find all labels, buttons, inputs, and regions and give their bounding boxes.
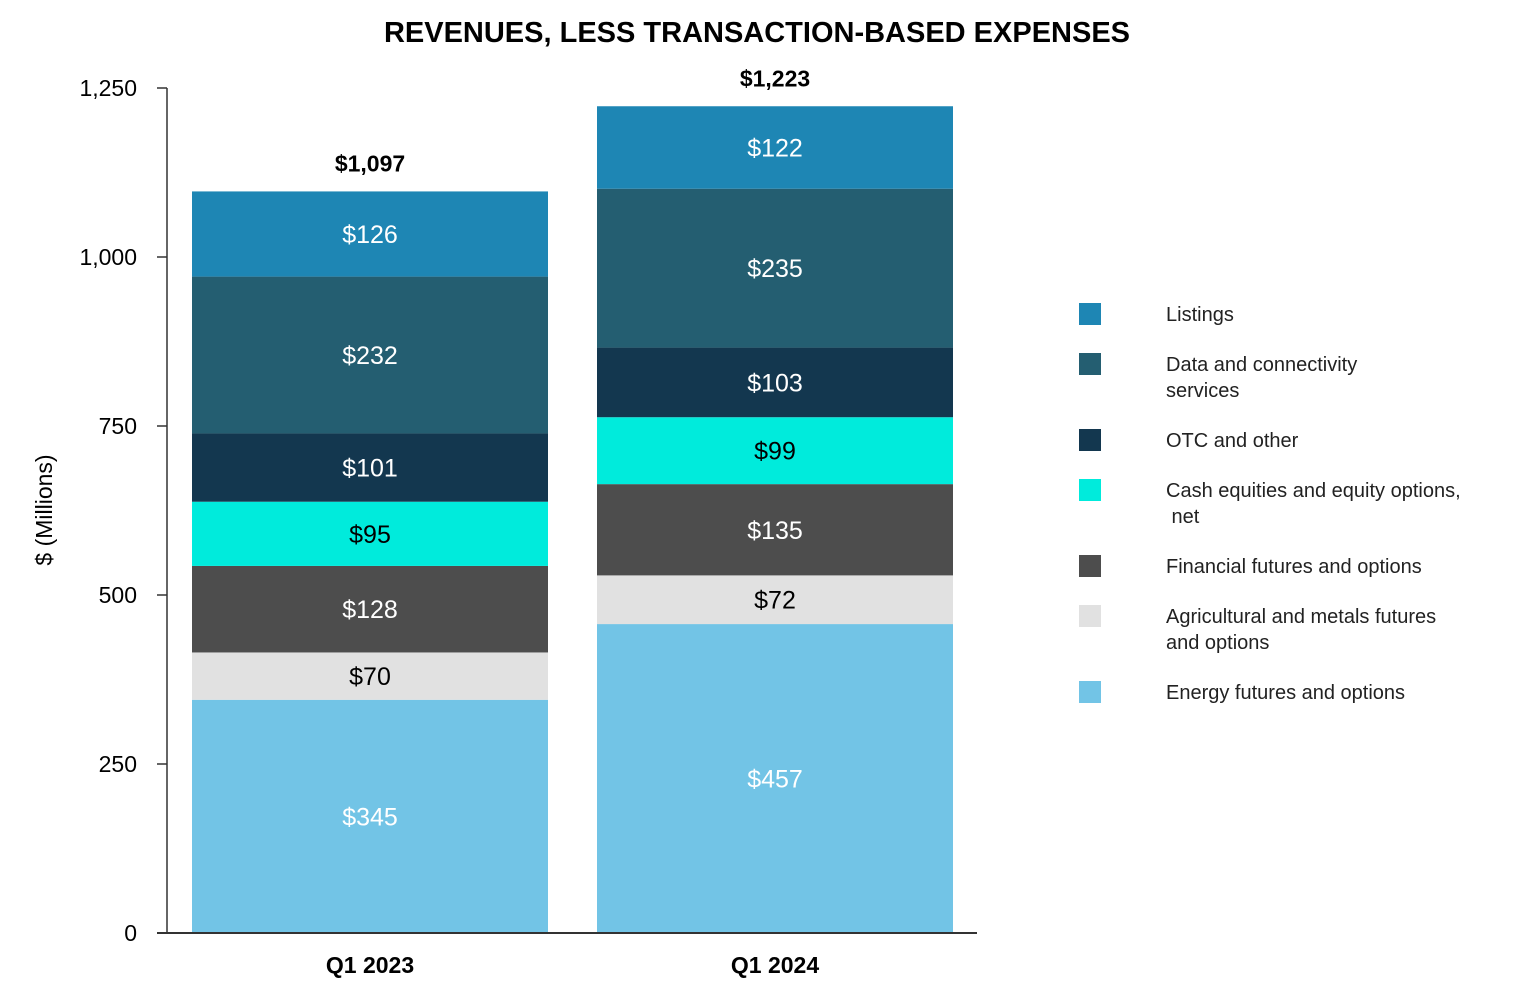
legend-label: OTC and other [1166,430,1299,452]
data-label: $70 [349,663,391,691]
x-tick-label: Q1 2024 [731,952,819,978]
y-tick-label: 500 [99,582,137,608]
chart-title: REVENUES, LESS TRANSACTION-BASED EXPENSE… [384,17,1130,49]
data-label: $345 [342,803,398,831]
legend-label-line: Listings [1166,304,1234,326]
bar-segment [597,575,953,625]
legend-label: Data and connectivity services [1166,354,1357,402]
data-label: $103 [747,369,803,397]
y-tick-label: 750 [99,413,137,439]
legend-label-line: Energy futures and options [1166,682,1405,704]
y-tick-label: 1,000 [79,244,137,270]
bar-segment [192,191,548,277]
legend-label-line: OTC and other [1166,430,1299,452]
data-label: $128 [342,596,398,624]
legend-swatch [1079,479,1101,501]
legend-label: Cash equities and equity options, net [1166,480,1461,528]
legend-swatch [1079,429,1101,451]
legend-swatch [1079,681,1101,703]
bar-segment [192,433,548,502]
legend-label-line: Cash equities and equity options, [1166,480,1461,502]
data-label: $72 [754,587,796,615]
bar-segment [597,417,953,485]
legend-label-line: Financial futures and options [1166,556,1422,578]
total-label: $1,097 [335,150,405,176]
bar-segment [192,276,548,434]
data-label: $235 [747,255,803,283]
x-tick-label: Q1 2023 [326,952,414,978]
bar-segment [192,501,548,566]
legend-label-line: and options [1166,632,1269,654]
bar-segment [597,624,953,933]
y-tick-label: 0 [124,920,137,946]
data-label: $135 [747,517,803,545]
legend-label-line: services [1166,380,1239,402]
data-label: $101 [342,455,398,483]
bar-segment [597,188,953,348]
legend-label: Energy futures and options [1166,682,1405,704]
bar-segment [192,565,548,653]
data-label: $122 [747,134,803,162]
legend: Listings Data and connectivity services OTC… [1079,303,1461,704]
legend-label-line: Agricultural and metals futures [1166,606,1436,628]
total-label: $1,223 [740,65,810,91]
legend-swatch [1079,353,1101,375]
y-tick-label: 250 [99,751,137,777]
y-axis-label: $ (Millions) [31,454,57,565]
legend-swatch [1079,605,1101,627]
data-label: $95 [349,521,391,549]
data-label: $232 [342,342,398,370]
bar-segment [192,699,548,933]
legend-label: Listings [1166,304,1234,326]
plot-area: 0 250 500 750 1,000 1,250 $345 $70 $128 $95 $101 $2… [79,65,977,978]
legend-label: Financial futures and options [1166,556,1422,578]
legend-label-line: Data and connectivity [1166,354,1357,376]
bar-segment [192,652,548,700]
legend-label: Agricultural and metals futures and optio… [1166,606,1436,654]
legend-label-line: net [1166,506,1200,528]
data-label: $457 [747,766,803,794]
legend-swatch [1079,555,1101,577]
bar-segment [597,347,953,418]
bar-segment [597,106,953,189]
legend-swatch [1079,303,1101,325]
bar-segment [597,484,953,576]
y-tick-label: 1,250 [79,75,137,101]
data-label: $99 [754,438,796,466]
data-label: $126 [342,221,398,249]
